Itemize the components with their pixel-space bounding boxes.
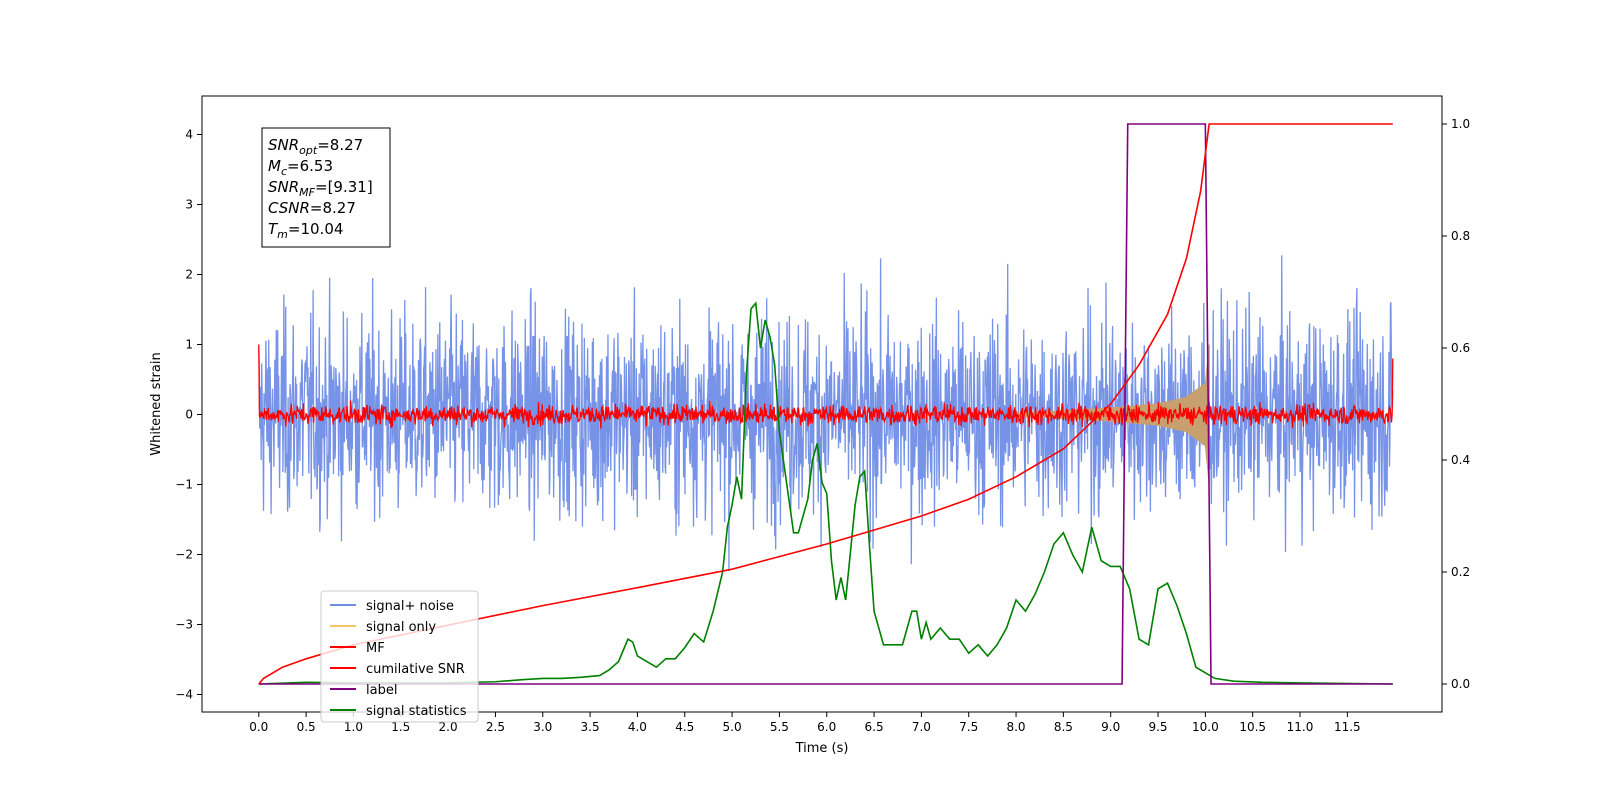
y-tick-label: 2 (185, 268, 193, 282)
x-tick-label: 0.0 (249, 720, 268, 734)
x-tick-label: 8.0 (1006, 720, 1025, 734)
x-tick-label: 6.0 (817, 720, 836, 734)
info-line: SNRopt=8.27 (268, 136, 363, 157)
y-tick-label: 3 (185, 198, 193, 212)
info-line: Mc=6.53 (268, 157, 333, 178)
x-tick-label: 5.0 (723, 720, 742, 734)
x-tick-label: 11.5 (1334, 720, 1361, 734)
y2-tick-label: 0.0 (1451, 677, 1470, 691)
info-line: CSNR=8.27 (268, 199, 356, 217)
x-axis: 0.0 0.5 1.0 1.5 2.0 2.5 3.0 3.5 4.0 4.5 5.0 5.5 6.0 6… (249, 712, 1361, 734)
x-tick-label: 4.0 (628, 720, 647, 734)
series-label-line (258, 123, 1393, 685)
x-axis-label: Time (s) (795, 741, 849, 756)
x-tick-label: 2.5 (486, 720, 505, 734)
series-signal-statistics-line (258, 301, 1393, 685)
y-axis-right: 0.0 0.2 0.4 0.6 0.8 1.0 (1442, 117, 1470, 691)
y-tick-label: −4 (175, 688, 193, 702)
legend: signal+ noise signal only MF cumilative SNR… (320, 590, 479, 723)
legend-label: label (366, 683, 397, 698)
y-tick-label: 4 (185, 128, 193, 142)
x-tick-label: 8.5 (1054, 720, 1073, 734)
y-tick-label: −3 (175, 618, 193, 632)
legend-frame (320, 590, 479, 723)
legend-label: signal only (366, 620, 436, 635)
x-tick-label: 10.5 (1239, 720, 1266, 734)
legend-label: cumilative SNR (366, 662, 465, 677)
x-tick-label: 9.5 (1148, 720, 1167, 734)
info-line: SNRMF=[9.31] (268, 178, 373, 199)
y-tick-label: 0 (185, 408, 193, 422)
x-tick-label: 3.5 (581, 720, 600, 734)
x-tick-label: 0.5 (297, 720, 316, 734)
x-tick-label: 10.0 (1192, 720, 1219, 734)
legend-label: signal statistics (366, 704, 467, 719)
y2-tick-label: 1.0 (1451, 117, 1470, 131)
x-tick-label: 5.5 (770, 720, 789, 734)
x-tick-label: 9.0 (1101, 720, 1120, 734)
legend-label: MF (366, 641, 385, 656)
y-tick-label: −1 (175, 478, 193, 492)
x-tick-label: 2.0 (439, 720, 458, 734)
y-axis-label: Whitened strain (149, 352, 164, 455)
y-tick-label: 1 (185, 338, 193, 352)
series-mf-line (258, 344, 1394, 429)
x-tick-label: 1.5 (391, 720, 410, 734)
legend-label: signal+ noise (366, 599, 454, 614)
y2-tick-label: 0.2 (1451, 565, 1470, 579)
x-tick-label: 4.5 (675, 720, 694, 734)
plot-frame (201, 95, 1443, 713)
info-box-frame (261, 127, 391, 248)
x-tick-label: 3.0 (533, 720, 552, 734)
x-tick-label: 6.5 (865, 720, 884, 734)
y2-tick-label: 0.8 (1451, 229, 1470, 243)
series-signal-noise-line (258, 255, 1394, 572)
x-tick-label: 11.0 (1287, 720, 1314, 734)
x-tick-label: 7.5 (959, 720, 978, 734)
x-tick-label: 7.0 (912, 720, 931, 734)
y2-tick-label: 0.6 (1451, 341, 1470, 355)
y-axis-left: −4 −3 −2 −1 0 1 2 3 4 (175, 128, 202, 702)
y2-tick-label: 0.4 (1451, 453, 1470, 467)
x-tick-label: 1.0 (344, 720, 363, 734)
info-line: Tm=10.04 (268, 220, 343, 241)
y-tick-label: −2 (175, 548, 193, 562)
